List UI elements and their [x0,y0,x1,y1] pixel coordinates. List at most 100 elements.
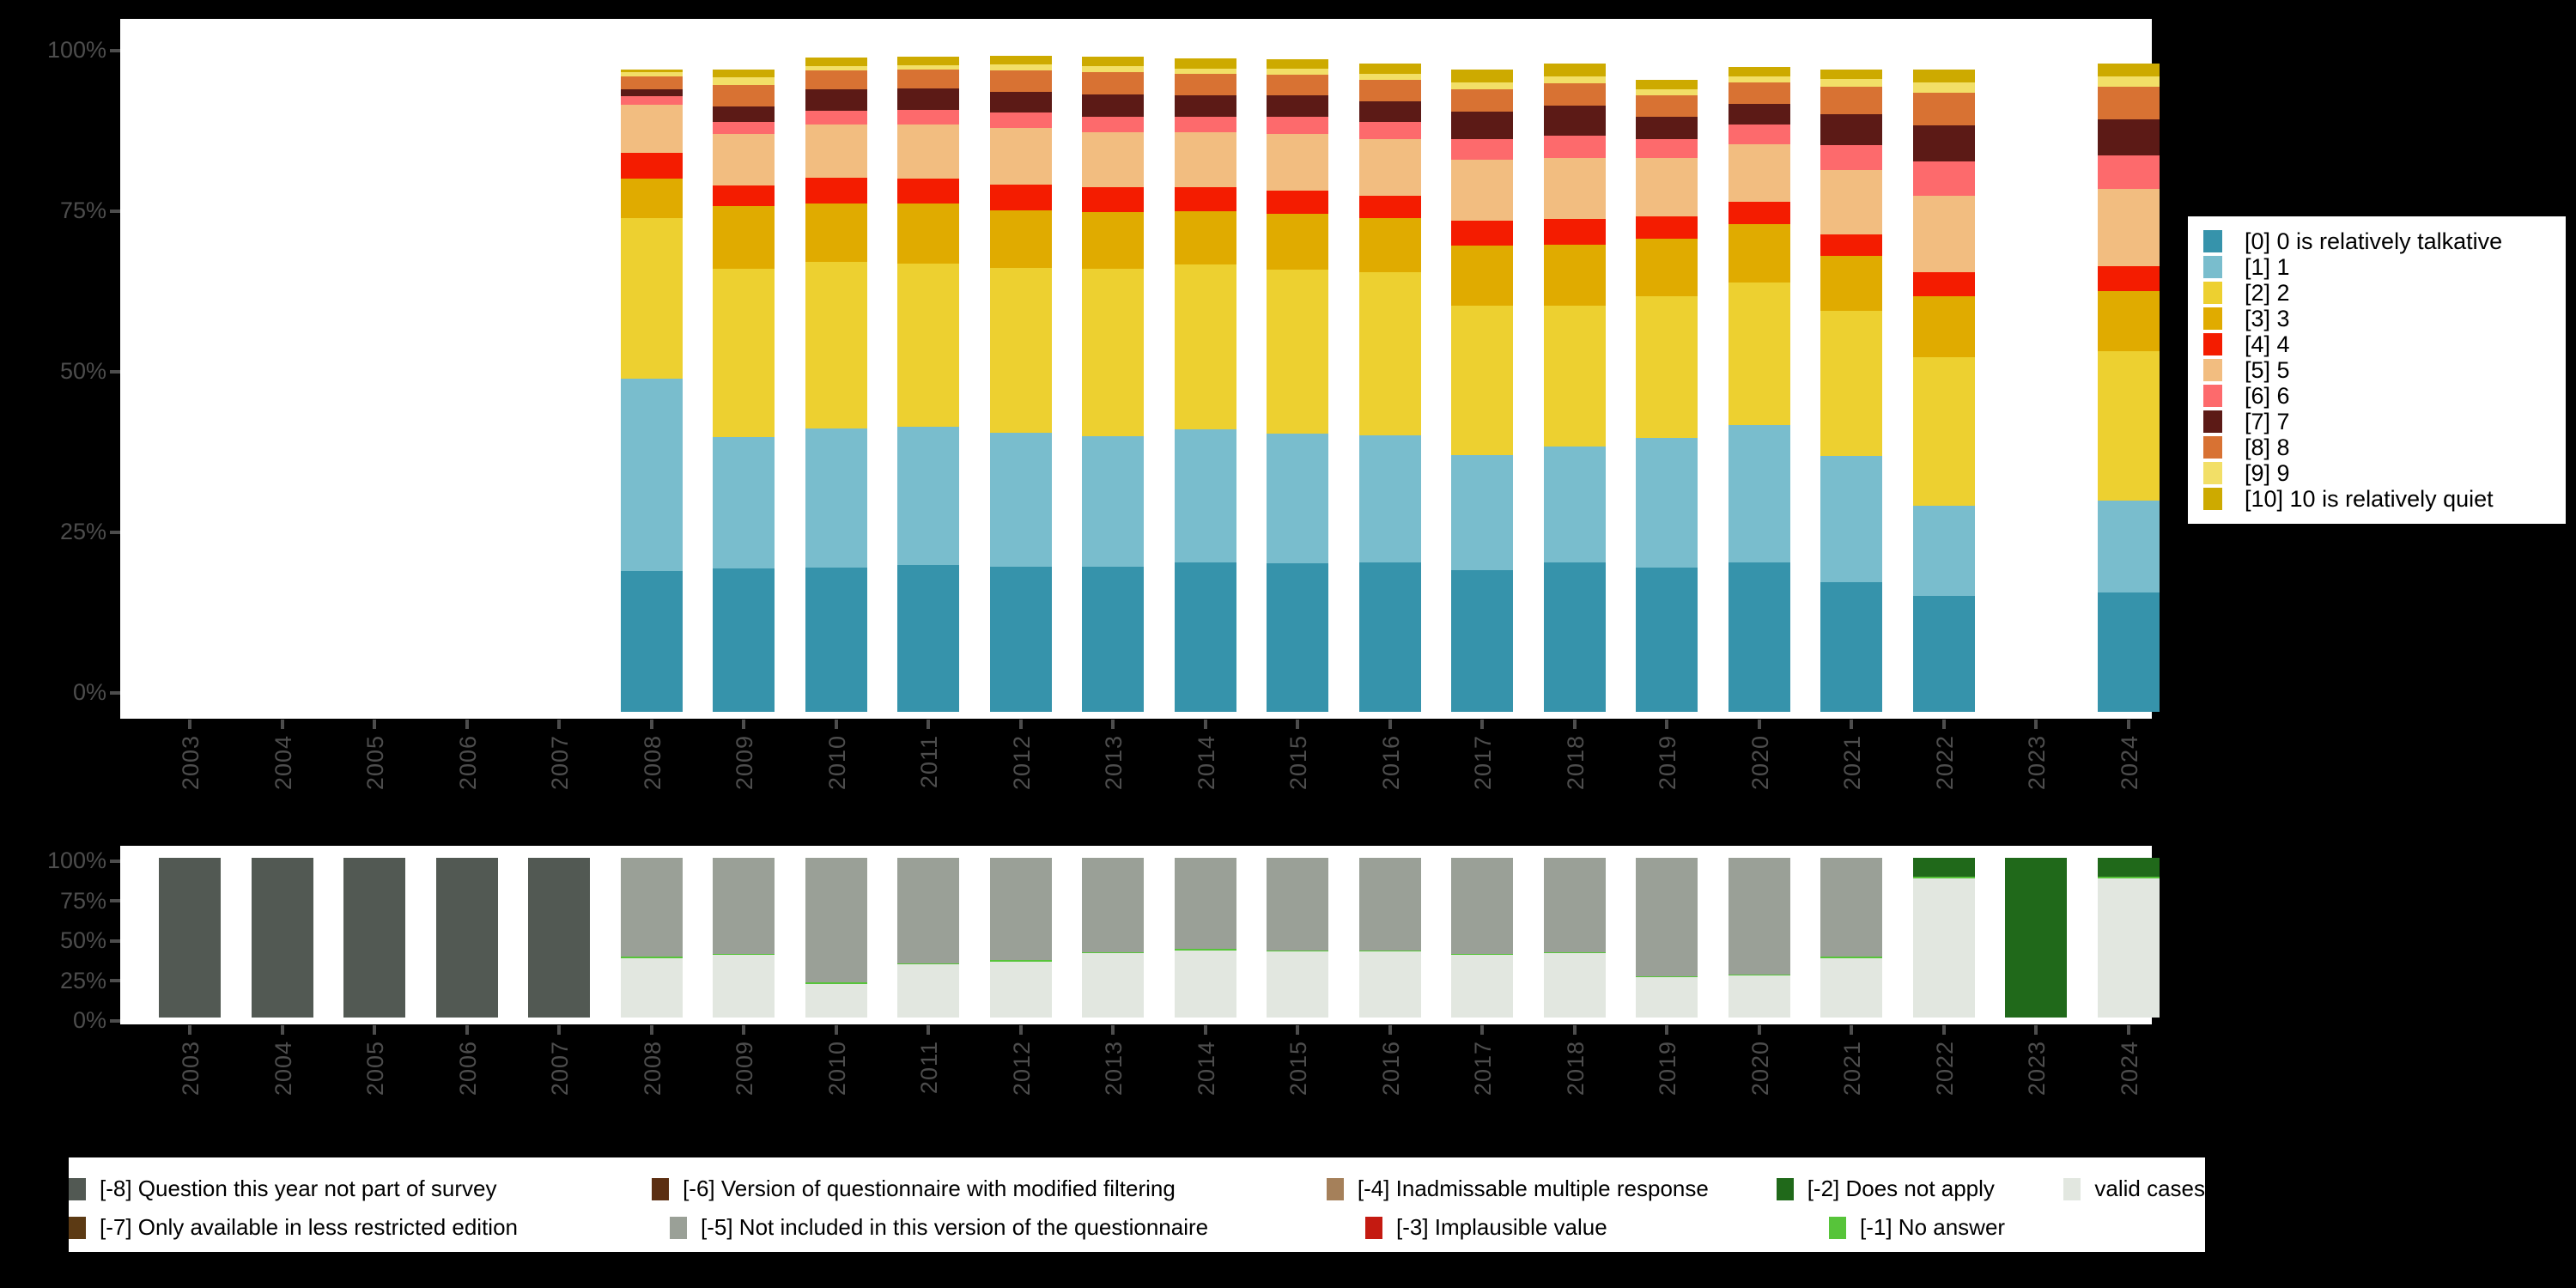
missing-legend-item[interactable]: valid cases [2063,1176,2205,1202]
availability-bar-segment [1451,953,1513,956]
x-tick-label: 2006 [454,1041,481,1097]
availability-y-tick: 75% [0,889,120,913]
value-legend-item[interactable]: [5] 5 [2203,357,2555,383]
availability-y-tick-mark [110,899,120,902]
main-bar-segment [1451,245,1513,306]
main-bar [1451,70,1513,712]
main-bar-segment [1728,425,1790,562]
main-bar [1358,63,1421,712]
main-bar-segment [1451,570,1513,712]
main-bar-segment [897,204,959,264]
x-tick-mark [1757,720,1761,729]
main-bar-segment [1728,76,1790,83]
main-bar-segment [1543,219,1606,245]
availability-bar-segment [251,858,313,1018]
main-bar-segment [1820,70,1882,80]
value-legend-item[interactable]: [1] 1 [2203,254,2555,280]
main-bar-segment [1636,138,1698,159]
missing-legend-item[interactable]: [-2] Does not apply [1776,1176,2064,1202]
main-y-tick: 100% [0,39,120,62]
x-tick-mark [2034,1025,2038,1035]
main-bar-segment [620,105,683,154]
legend-swatch-icon [1365,1216,1382,1239]
value-legend-item[interactable]: [6] 6 [2203,383,2555,409]
missing-legend-item[interactable]: [-8] Question this year not part of surv… [69,1176,652,1202]
availability-bar-segment [1912,858,1975,878]
availability-bar-segment [1543,951,1606,954]
main-bar-segment [1543,136,1606,159]
main-bar-segment [1636,94,1698,117]
missing-legend-item[interactable]: [-7] Only available in less restricted e… [69,1214,670,1241]
main-bar-segment [805,125,867,179]
availability-bar-segment [2097,877,2160,878]
main-bar-segment [1820,114,1882,145]
value-legend-item[interactable]: [8] 8 [2203,434,2555,460]
main-bar-segment [805,178,867,204]
missing-legend-item[interactable]: [-6] Version of questionnaire with modif… [652,1176,1327,1202]
main-bar-segment [1543,447,1606,562]
value-legend-item[interactable]: [3] 3 [2203,306,2555,331]
missing-legend-item[interactable]: [-1] No answer [1829,1214,2125,1241]
main-bar-segment [1358,562,1421,712]
missing-legend-item[interactable]: [-3] Implausible value [1365,1214,1829,1241]
missing-legend-item[interactable]: [-5] Not included in this version of the… [670,1214,1365,1241]
main-bar-segment [713,205,775,269]
x-tick-label: 2023 [2024,735,2050,791]
availability-bar-segment [159,858,221,1018]
main-bar-segment [713,568,775,712]
main-bar-segment [1636,216,1698,239]
x-tick-mark [1850,720,1853,729]
main-y-tick-mark [110,530,120,534]
main-bar-segment [620,153,683,179]
main-bar-segment [2097,350,2160,501]
value-legend-label: [7] 7 [2245,408,2290,434]
main-bar-segment [620,378,683,572]
missing-legend-item[interactable]: [-4] Inadmissable multiple response [1326,1176,1777,1202]
main-bar-segment [2097,63,2160,76]
missing-legend-label: [-6] Version of questionnaire with modif… [683,1176,1176,1201]
x-tick-label: 2007 [547,1041,573,1097]
availability-bar-segment [805,983,867,1018]
value-legend-item[interactable]: [0] 0 is relatively talkative [2203,228,2555,254]
main-bar-segment [1267,269,1328,434]
value-legend-item[interactable]: [10] 10 is relatively quiet [2203,486,2555,512]
availability-bar-segment [897,964,959,1018]
main-bar-segment [897,179,959,204]
main-bar-segment [1912,296,1975,358]
main-bar-segment [1358,272,1421,436]
main-bar-segment [989,432,1052,567]
main-bar-segment [713,185,775,206]
main-y-tick-mark [110,690,120,695]
value-legend-item[interactable]: [7] 7 [2203,409,2555,434]
x-tick-label: 2013 [1101,735,1127,791]
main-bar-segment [1728,202,1790,225]
main-bar-segment [2097,291,2160,351]
main-bar-segment [1636,296,1698,439]
x-tick-mark [1572,720,1577,729]
main-bar-segment [1912,161,1975,196]
value-legend-item[interactable]: [2] 2 [2203,280,2555,306]
value-legend-item[interactable]: [9] 9 [2203,460,2555,486]
main-bar-segment [805,204,867,262]
x-tick-mark [1296,720,1299,729]
x-tick-label: 2015 [1285,735,1311,791]
x-tick-label: 2018 [1562,1041,1589,1097]
main-bar-segment [1451,138,1513,160]
availability-bar-segment [989,961,1052,1018]
x-tick-mark [373,1025,376,1035]
x-tick-label: 2011 [916,735,942,789]
main-bar [1543,63,1606,712]
x-tick-mark [1296,1025,1299,1035]
main-bar-segment [805,261,867,429]
x-tick-mark [1203,720,1207,729]
x-tick-label: 2015 [1285,1041,1311,1097]
main-bar-segment [713,106,775,122]
main-bar-segment [1174,74,1236,95]
availability-bar-segment [1082,951,1144,954]
x-tick-mark [1111,720,1115,729]
main-bar-segment [1912,70,1975,83]
value-legend-item[interactable]: [4] 4 [2203,331,2555,357]
availability-bar-segment [1820,957,1882,1018]
main-bar-segment [1082,186,1144,213]
main-bar-segment [620,96,683,106]
